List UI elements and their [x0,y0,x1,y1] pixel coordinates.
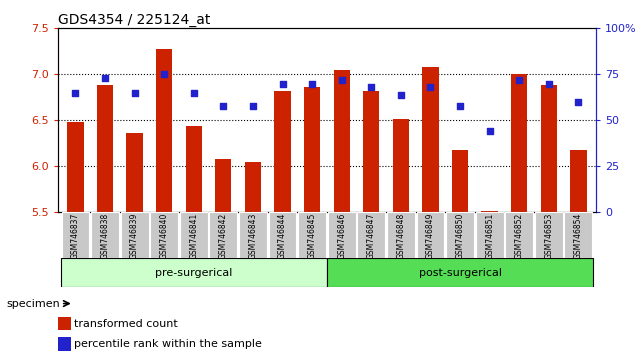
Bar [67,122,83,212]
FancyBboxPatch shape [239,212,267,258]
Text: GSM746843: GSM746843 [249,212,258,259]
Text: GSM746842: GSM746842 [219,212,228,258]
FancyBboxPatch shape [180,212,208,258]
FancyBboxPatch shape [565,212,592,258]
Text: pre-surgerical: pre-surgerical [155,268,233,278]
Text: GSM746847: GSM746847 [367,212,376,259]
Point [71,90,81,96]
Bar [481,211,498,212]
Bar [58,317,71,331]
Bar [393,119,409,212]
Point [188,90,199,96]
FancyBboxPatch shape [62,212,89,258]
Bar [422,67,438,212]
FancyBboxPatch shape [210,212,237,258]
Text: specimen: specimen [6,298,60,309]
Text: GSM746853: GSM746853 [544,212,553,259]
Point [455,103,465,108]
Point [248,103,258,108]
FancyBboxPatch shape [417,212,444,258]
FancyBboxPatch shape [505,212,533,258]
Bar [304,87,320,212]
FancyBboxPatch shape [91,212,119,258]
Text: GDS4354 / 225124_at: GDS4354 / 225124_at [58,13,210,27]
Point [514,77,524,83]
Text: GSM746840: GSM746840 [160,212,169,259]
FancyBboxPatch shape [61,258,327,287]
Text: GSM746841: GSM746841 [189,212,198,258]
Text: GSM746854: GSM746854 [574,212,583,259]
Bar [333,70,350,212]
FancyBboxPatch shape [387,212,415,258]
Text: GSM746844: GSM746844 [278,212,287,259]
FancyBboxPatch shape [446,212,474,258]
Text: transformed count: transformed count [74,319,178,329]
FancyBboxPatch shape [535,212,563,258]
Text: GSM746846: GSM746846 [337,212,346,259]
Point [366,84,376,90]
FancyBboxPatch shape [269,212,296,258]
Text: GSM746837: GSM746837 [71,212,80,259]
Bar [274,91,290,212]
Point [278,81,288,86]
Text: GSM746848: GSM746848 [396,212,405,258]
Bar [540,85,557,212]
Bar [58,337,71,350]
Bar [215,159,231,212]
Bar [511,74,528,212]
Point [544,81,554,86]
Text: GSM746852: GSM746852 [515,212,524,258]
Point [159,72,169,77]
FancyBboxPatch shape [121,212,149,258]
FancyBboxPatch shape [358,212,385,258]
Bar [452,150,468,212]
Point [100,75,110,81]
Point [485,129,495,134]
Bar [186,126,202,212]
FancyBboxPatch shape [327,258,593,287]
Bar [156,48,172,212]
Bar [97,85,113,212]
Bar [570,150,587,212]
Text: GSM746849: GSM746849 [426,212,435,259]
Text: GSM746839: GSM746839 [130,212,139,259]
Point [129,90,140,96]
FancyBboxPatch shape [298,212,326,258]
Text: GSM746850: GSM746850 [456,212,465,259]
Text: post-surgerical: post-surgerical [419,268,501,278]
Text: percentile rank within the sample: percentile rank within the sample [74,339,262,349]
Bar [126,133,143,212]
FancyBboxPatch shape [150,212,178,258]
Point [395,92,406,97]
Point [337,77,347,83]
Point [307,81,317,86]
Text: GSM746838: GSM746838 [101,212,110,258]
FancyBboxPatch shape [328,212,356,258]
Bar [245,162,261,212]
Point [573,99,583,105]
FancyBboxPatch shape [476,212,504,258]
Text: GSM746851: GSM746851 [485,212,494,258]
Text: GSM746845: GSM746845 [308,212,317,259]
Point [426,84,436,90]
Bar [363,91,379,212]
Point [218,103,228,108]
